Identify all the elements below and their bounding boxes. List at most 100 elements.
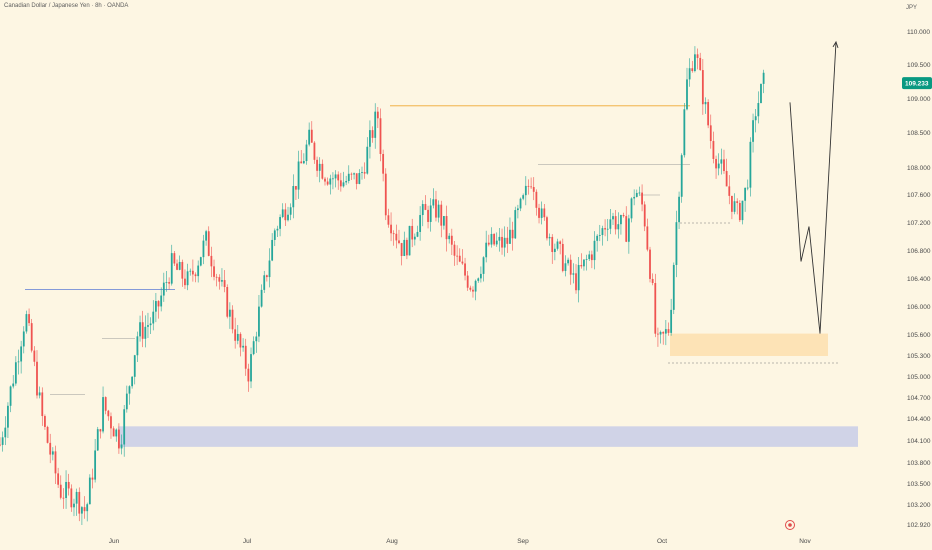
candle-body <box>501 236 503 248</box>
candle-body <box>382 153 385 174</box>
y-tick-label: 107.600 <box>907 192 931 199</box>
candle-body <box>118 429 120 449</box>
candle-body <box>226 287 229 317</box>
candle-body <box>720 159 723 164</box>
candle-body <box>49 442 52 455</box>
candle-body <box>326 181 329 185</box>
candle-body <box>437 204 440 218</box>
candle-body <box>236 333 239 341</box>
candle-body <box>165 282 168 283</box>
candle-body <box>81 507 83 514</box>
candle-body <box>305 144 308 162</box>
candle-body <box>268 260 271 278</box>
candle-body <box>601 228 604 236</box>
candle-body <box>170 253 173 284</box>
candle-body <box>173 253 176 264</box>
candle-body <box>588 254 591 260</box>
candle-body <box>596 235 599 241</box>
y-tick-label: 103.500 <box>907 481 931 488</box>
y-tick-label: 105.300 <box>907 353 931 360</box>
candle-body <box>316 159 318 171</box>
candle-body <box>450 235 453 245</box>
candle-body <box>723 159 725 172</box>
candle-body <box>680 155 683 197</box>
candle-body <box>667 329 670 333</box>
candle-body <box>141 322 144 339</box>
candle-body <box>503 237 506 248</box>
candle-body <box>701 70 704 105</box>
candle-body <box>59 484 62 498</box>
candle-body <box>453 244 456 256</box>
candle-body <box>255 336 258 342</box>
candle-body <box>324 178 326 182</box>
candle-body <box>329 178 332 185</box>
candle-body <box>345 181 348 183</box>
candle-body <box>427 209 429 222</box>
candle-body <box>25 314 28 332</box>
candle-body <box>123 409 126 445</box>
candle-body <box>125 393 128 410</box>
candle-body <box>12 383 15 387</box>
candle-body <box>757 103 760 117</box>
candle-body <box>308 129 311 145</box>
candle-body <box>649 249 651 279</box>
replay-icon-dot <box>788 523 792 527</box>
candle-body <box>400 243 403 256</box>
y-tick-label: 106.400 <box>907 276 931 283</box>
candle-body <box>20 346 23 362</box>
candle-body <box>184 278 186 286</box>
y-tick-label: 107.200 <box>907 220 931 227</box>
candle-body <box>83 507 86 512</box>
candle-body <box>258 306 260 337</box>
candle-body <box>583 259 585 267</box>
candle-body <box>162 282 165 296</box>
candle-body <box>223 280 226 288</box>
candle-body <box>273 230 276 240</box>
candle-body <box>704 102 707 105</box>
candle-body <box>553 248 556 253</box>
candle-body <box>75 491 78 504</box>
candle-body <box>630 198 633 219</box>
candle-body <box>746 187 749 189</box>
candle-body <box>606 228 609 230</box>
candle-body <box>318 163 321 171</box>
candle-body <box>384 173 387 216</box>
candle-body <box>485 242 488 258</box>
projection-arrowhead <box>832 40 839 49</box>
candle-body <box>136 336 139 356</box>
candle-body <box>464 263 466 276</box>
y-tick-label: 104.700 <box>907 395 931 402</box>
candle-body <box>244 345 247 369</box>
candle-body <box>760 83 762 104</box>
candle-body <box>445 216 448 240</box>
candle-body <box>657 333 659 335</box>
candle-body <box>234 329 237 341</box>
candle-body <box>107 410 110 417</box>
candle-body <box>432 199 435 206</box>
candle-body <box>337 174 340 181</box>
candle-body <box>522 195 525 199</box>
candle-body <box>498 236 501 241</box>
candle-body <box>342 182 345 187</box>
candle-body <box>9 386 12 406</box>
x-tick-label: Jul <box>243 538 252 545</box>
candle-body <box>128 386 131 394</box>
currency-label[interactable]: JPY <box>906 5 918 11</box>
candle-body <box>131 376 134 387</box>
candle-body <box>662 331 665 334</box>
candle-body <box>654 282 657 334</box>
candle-body <box>469 287 472 290</box>
candle-body <box>672 264 675 310</box>
candle-body <box>215 276 218 278</box>
candle-body <box>371 130 374 138</box>
candle-body <box>567 259 569 264</box>
candle-body <box>242 345 244 348</box>
candle-body <box>54 451 57 474</box>
candle-body <box>271 239 274 261</box>
candle-body <box>622 215 625 217</box>
chart-title: Canadian Dollar / Japanese Yen · 8h · OA… <box>4 3 129 9</box>
candle-body <box>41 392 44 417</box>
candle-body <box>91 477 94 480</box>
candle-body <box>548 236 551 239</box>
